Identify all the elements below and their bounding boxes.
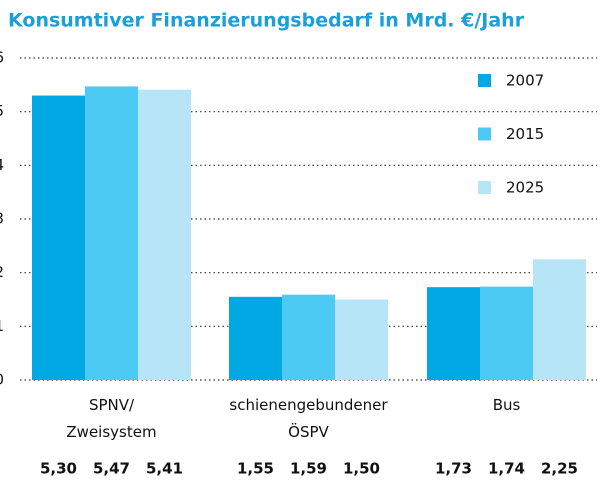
bar xyxy=(229,296,282,380)
bar xyxy=(533,259,586,380)
bar xyxy=(427,287,480,380)
legend-swatch xyxy=(478,127,491,141)
y-tick-label: 2 xyxy=(0,263,4,281)
bar xyxy=(85,86,138,381)
value-label: 1,59 xyxy=(290,460,327,478)
chart-title: Konsumtiver Finanzierungsbedarf in Mrd. … xyxy=(8,10,525,32)
y-tick-label: 5 xyxy=(0,102,4,120)
y-tick-label: 4 xyxy=(0,156,4,174)
y-tick-label: 0 xyxy=(0,371,4,389)
value-label: 5,47 xyxy=(93,460,130,478)
bar xyxy=(480,286,533,380)
y-tick-label: 1 xyxy=(0,317,4,335)
y-tick-label: 6 xyxy=(0,49,4,67)
bar xyxy=(282,294,335,380)
bar xyxy=(32,95,85,381)
value-label: 1,55 xyxy=(237,460,274,478)
legend-label: 2015 xyxy=(506,125,544,143)
legend-label: 2025 xyxy=(506,179,544,197)
y-tick-label: 3 xyxy=(0,210,4,228)
value-label: 1,50 xyxy=(343,460,380,478)
value-label: 1,74 xyxy=(488,460,525,478)
bar xyxy=(335,299,388,380)
value-label: 2,25 xyxy=(541,460,578,478)
value-label: 5,30 xyxy=(40,460,77,478)
value-label: 5,41 xyxy=(146,460,183,478)
bar xyxy=(138,89,191,380)
legend-label: 2007 xyxy=(506,72,544,90)
x-tick-label: schienengebundener ÖSPV xyxy=(229,396,388,441)
x-tick-label: SPNV/ Zweisystem xyxy=(66,396,157,441)
x-tick-label: Bus xyxy=(492,396,521,414)
value-label: 1,73 xyxy=(435,460,472,478)
legend-swatch xyxy=(478,181,491,194)
legend-swatch xyxy=(478,74,491,87)
